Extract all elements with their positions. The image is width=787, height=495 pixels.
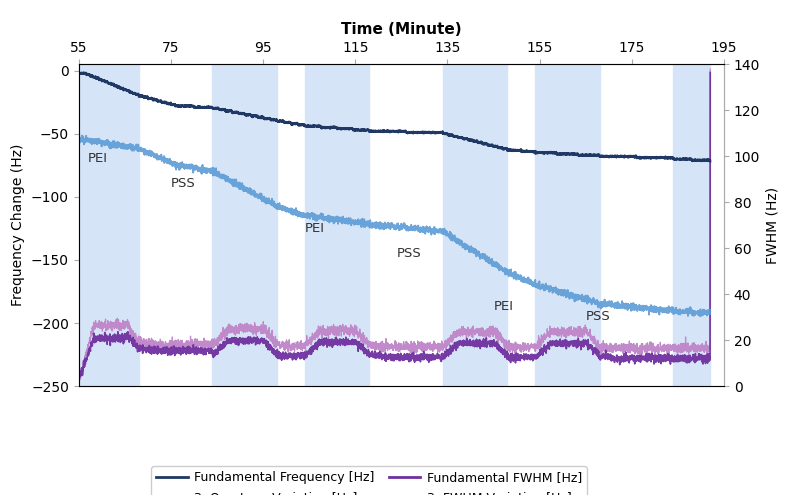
Y-axis label: FWHM (Hz): FWHM (Hz) bbox=[766, 187, 780, 264]
X-axis label: Time (Minute): Time (Minute) bbox=[341, 22, 462, 37]
Text: PSS: PSS bbox=[586, 310, 611, 324]
Text: PSS: PSS bbox=[397, 248, 422, 260]
Bar bbox=[674, 64, 710, 386]
Bar bbox=[79, 64, 139, 386]
Y-axis label: Frequency Change (Hz): Frequency Change (Hz) bbox=[12, 144, 25, 306]
Bar bbox=[443, 64, 508, 386]
Text: PEI: PEI bbox=[493, 300, 514, 313]
Legend: Fundamental Frequency [Hz], 3. Overtone Variation [Hz], Fundamental FWHM [Hz], 3: Fundamental Frequency [Hz], 3. Overtone … bbox=[151, 466, 587, 495]
Bar bbox=[212, 64, 277, 386]
Text: PEI: PEI bbox=[305, 222, 324, 235]
Text: PSS: PSS bbox=[171, 177, 196, 190]
Bar bbox=[305, 64, 369, 386]
Bar bbox=[535, 64, 600, 386]
Text: PEI: PEI bbox=[88, 151, 108, 164]
